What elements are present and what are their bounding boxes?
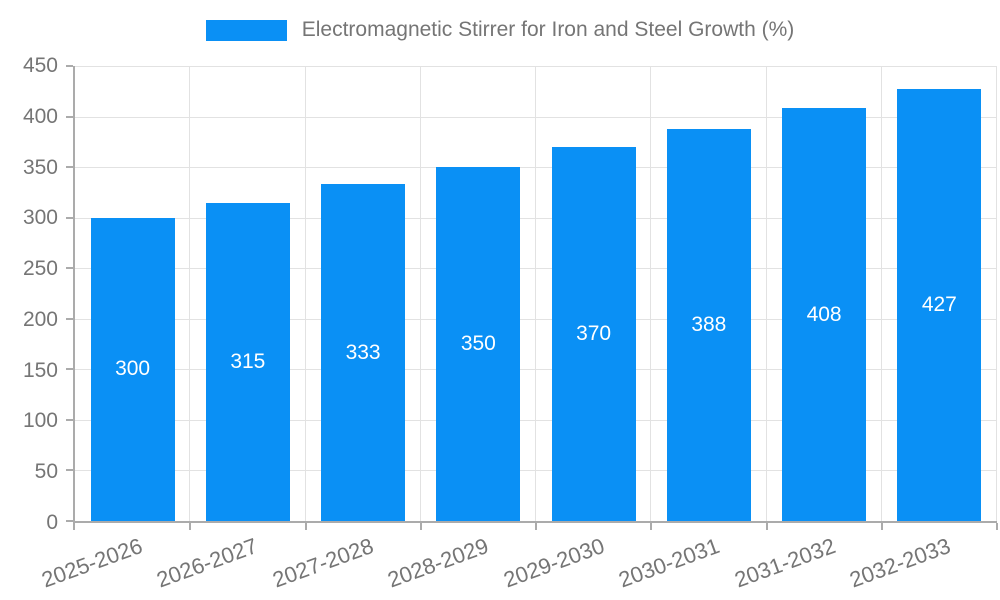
x-tick-mark: [535, 523, 537, 530]
x-gridline: [189, 66, 191, 521]
y-axis: 0 50 100 150 200 250 300 350 400 450: [0, 54, 58, 534]
x-gridline: [650, 66, 652, 521]
x-tick-label: 2032-2033: [846, 533, 954, 593]
y-tick-label: 300: [22, 206, 58, 230]
bar[interactable]: 408: [782, 108, 867, 521]
x-tick-label: 2025-2026: [37, 533, 146, 593]
plot-area: 300 315 333 350 370 388 408 427: [66, 65, 998, 530]
y-tick-label: 100: [22, 409, 58, 433]
bar-value-label: 333: [345, 340, 381, 364]
y-tick-label: 250: [22, 257, 58, 281]
x-tick-mark: [880, 523, 883, 530]
y-tick-mark: [66, 418, 73, 421]
bar[interactable]: 370: [551, 146, 636, 521]
bar[interactable]: 427: [897, 89, 982, 521]
x-gridline: [419, 66, 421, 521]
y-tick-label: 150: [22, 358, 58, 382]
x-tick-label: 2028-2029: [384, 533, 492, 593]
x-tick-mark: [419, 523, 422, 530]
y-tick-label: 50: [34, 460, 58, 484]
bar-value-label: 350: [460, 332, 496, 356]
x-tick-label: 2027-2028: [268, 533, 377, 593]
bar[interactable]: 315: [205, 202, 290, 521]
y-tick-label: 200: [22, 307, 58, 331]
y-tick-mark: [66, 65, 73, 67]
x-gridline: [880, 66, 882, 521]
y-tick-mark: [66, 267, 73, 270]
y-gridline: [75, 419, 997, 421]
y-gridline: [75, 369, 997, 371]
bar[interactable]: 350: [436, 167, 521, 521]
y-tick-mark: [66, 317, 73, 320]
bar-value-label: 427: [921, 293, 957, 317]
y-gridline: [75, 470, 997, 472]
y-tick-mark: [66, 166, 73, 169]
y-tick-mark: [66, 520, 73, 522]
y-gridline: [75, 217, 997, 219]
y-gridline: [75, 167, 997, 169]
y-tick-label: 400: [22, 104, 58, 128]
y-gridline: [75, 268, 997, 270]
legend-item[interactable]: Electromagnetic Stirrer for Iron and Ste…: [205, 18, 795, 42]
bar[interactable]: 333: [321, 184, 406, 521]
x-gridline: [996, 66, 997, 521]
x-tick-mark: [650, 523, 653, 530]
legend: Electromagnetic Stirrer for Iron and Ste…: [0, 18, 1000, 42]
y-gridline: [75, 116, 997, 118]
x-gridline: [304, 66, 306, 521]
y-tick-mark: [66, 368, 73, 371]
x-tick-mark: [304, 523, 307, 530]
bar[interactable]: 300: [90, 217, 175, 521]
x-tick-label: 2026-2027: [153, 533, 261, 593]
y-tick-label: 350: [22, 155, 58, 179]
x-tick-mark: [189, 523, 192, 530]
bar-value-label: 388: [691, 312, 727, 336]
bar-value-label: 300: [115, 357, 151, 381]
x-tick-label: 2029-2030: [499, 533, 608, 593]
bar-value-label: 408: [806, 302, 842, 326]
y-tick-label: 450: [22, 54, 58, 77]
bar[interactable]: 388: [666, 128, 751, 521]
y-tick-mark: [66, 115, 73, 118]
x-axis: 2025-2026 2026-2027 2027-2028 2028-2029 2029…: [38, 527, 997, 597]
y-tick-label: 0: [46, 511, 58, 534]
y-gridline: [75, 318, 997, 320]
y-gridline: [75, 66, 997, 67]
x-gridline: [765, 66, 767, 521]
legend-swatch: [205, 19, 287, 41]
x-tick-mark: [996, 523, 998, 530]
x-tick-label: 2031-2032: [730, 533, 839, 593]
y-tick-mark: [66, 469, 73, 472]
x-tick-mark: [73, 523, 75, 530]
legend-label: Electromagnetic Stirrer for Iron and Ste…: [301, 18, 795, 41]
x-tick-mark: [765, 523, 768, 530]
x-gridline: [535, 66, 536, 521]
bar-value-label: 315: [230, 349, 266, 373]
x-tick-label: 2030-2031: [615, 533, 723, 593]
bar-value-label: 370: [576, 321, 612, 345]
y-tick-mark: [66, 216, 73, 219]
